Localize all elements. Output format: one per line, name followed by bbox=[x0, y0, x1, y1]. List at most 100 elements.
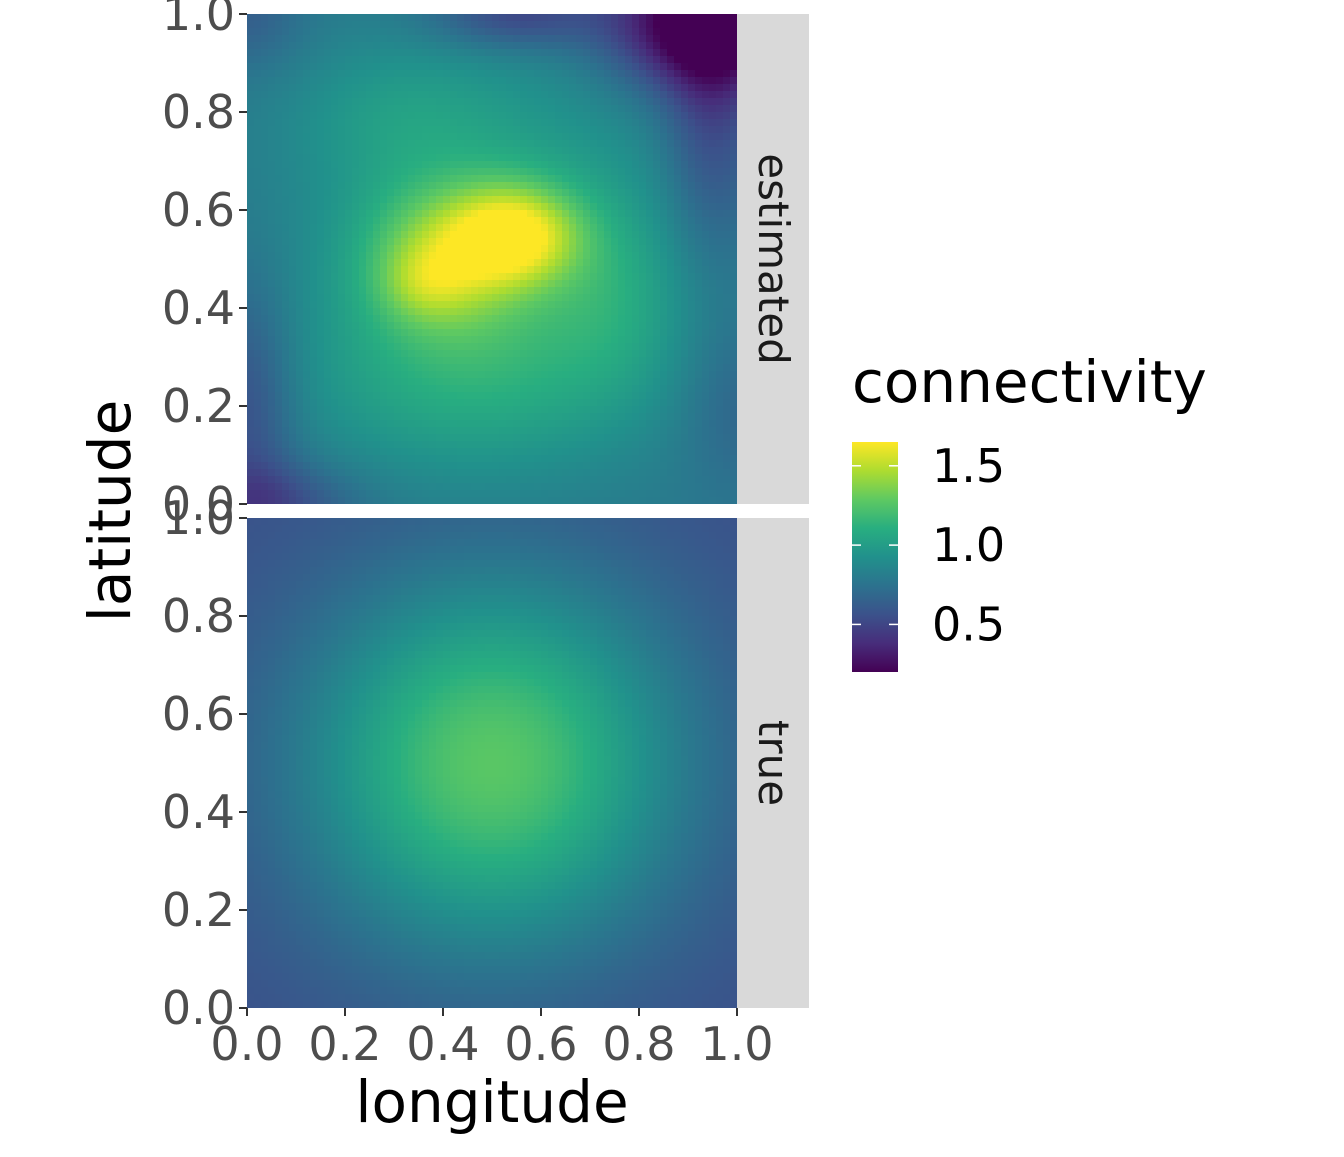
heatmap-cell bbox=[576, 476, 584, 484]
heatmap-cell bbox=[352, 196, 360, 204]
heatmap-cell bbox=[709, 196, 717, 204]
heatmap-cell bbox=[317, 112, 325, 120]
heatmap-cell bbox=[674, 63, 682, 71]
heatmap-cell bbox=[569, 126, 577, 134]
heatmap-cell bbox=[667, 210, 675, 218]
heatmap-cell bbox=[401, 476, 409, 484]
heatmap-cell bbox=[506, 308, 514, 316]
heatmap-cell bbox=[660, 140, 668, 148]
heatmap-cell bbox=[625, 231, 633, 239]
heatmap-cell bbox=[394, 35, 402, 43]
heatmap-cell bbox=[261, 182, 269, 190]
heatmap-cell bbox=[436, 119, 444, 127]
heatmap-cell bbox=[268, 399, 276, 407]
heatmap-cell bbox=[359, 273, 367, 281]
heatmap-cell bbox=[660, 378, 668, 386]
heatmap-cell bbox=[688, 294, 696, 302]
heatmap-cell bbox=[324, 210, 332, 218]
heatmap-cell bbox=[373, 210, 381, 218]
heatmap-cell bbox=[527, 490, 535, 498]
heatmap-cell bbox=[716, 91, 724, 99]
heatmap-cell bbox=[366, 224, 374, 232]
heatmap-cell bbox=[310, 161, 318, 169]
heatmap-cell bbox=[555, 301, 563, 309]
heatmap-cell bbox=[625, 301, 633, 309]
heatmap-cell bbox=[709, 294, 717, 302]
heatmap-cell bbox=[247, 161, 255, 169]
heatmap-cell bbox=[387, 56, 395, 64]
heatmap-cell bbox=[618, 357, 626, 365]
heatmap-true bbox=[247, 518, 737, 1008]
heatmap-cell bbox=[492, 63, 500, 71]
heatmap-cell bbox=[296, 322, 304, 330]
heatmap-cell bbox=[583, 308, 591, 316]
heatmap-cell bbox=[366, 434, 374, 442]
heatmap-cell bbox=[401, 196, 409, 204]
heatmap-cell bbox=[548, 119, 556, 127]
heatmap-cell bbox=[555, 161, 563, 169]
heatmap-cell bbox=[667, 224, 675, 232]
heatmap-cell bbox=[345, 315, 353, 323]
heatmap-cell bbox=[401, 14, 409, 22]
heatmap-cell bbox=[555, 273, 563, 281]
heatmap-cell bbox=[520, 252, 528, 260]
heatmap-cell bbox=[681, 238, 689, 246]
heatmap-cell bbox=[555, 294, 563, 302]
heatmap-cell bbox=[492, 434, 500, 442]
heatmap-cell bbox=[604, 308, 612, 316]
heatmap-cell bbox=[324, 35, 332, 43]
heatmap-cell bbox=[639, 91, 647, 99]
heatmap-cell bbox=[254, 567, 262, 575]
heatmap-cell bbox=[527, 420, 535, 428]
heatmap-cell bbox=[653, 448, 661, 456]
heatmap-cell bbox=[597, 175, 605, 183]
heatmap-cell bbox=[625, 203, 633, 211]
heatmap-cell bbox=[576, 231, 584, 239]
heatmap-cell bbox=[352, 28, 360, 36]
heatmap-cell bbox=[268, 280, 276, 288]
heatmap-cell bbox=[667, 490, 675, 498]
heatmap-cell bbox=[492, 196, 500, 204]
heatmap-cell bbox=[527, 56, 535, 64]
heatmap-cell bbox=[352, 441, 360, 449]
heatmap-cell bbox=[359, 266, 367, 274]
heatmap-cell bbox=[667, 336, 675, 344]
heatmap-cell bbox=[429, 413, 437, 421]
heatmap-cell bbox=[625, 308, 633, 316]
heatmap-cell bbox=[604, 168, 612, 176]
heatmap-cell bbox=[478, 105, 486, 113]
heatmap-cell bbox=[464, 441, 472, 449]
heatmap-cell bbox=[282, 168, 290, 176]
heatmap-cell bbox=[359, 308, 367, 316]
heatmap-cell bbox=[247, 217, 255, 225]
heatmap-cell bbox=[450, 70, 458, 78]
heatmap-cell bbox=[520, 63, 528, 71]
heatmap-cell bbox=[667, 35, 675, 43]
heatmap-cell bbox=[485, 84, 493, 92]
heatmap-cell bbox=[261, 364, 269, 372]
heatmap-cell bbox=[569, 224, 577, 232]
heatmap-cell bbox=[464, 378, 472, 386]
heatmap-cell bbox=[373, 154, 381, 162]
heatmap-cell bbox=[611, 77, 619, 85]
heatmap-cell bbox=[492, 392, 500, 400]
heatmap-cell bbox=[667, 385, 675, 393]
heatmap-cell bbox=[562, 455, 570, 463]
heatmap-cell bbox=[639, 203, 647, 211]
heatmap-cell bbox=[450, 350, 458, 358]
heatmap-cell bbox=[303, 238, 311, 246]
heatmap-cell bbox=[709, 49, 717, 57]
heatmap-cell bbox=[695, 35, 703, 43]
heatmap-cell bbox=[646, 420, 654, 428]
heatmap-cell bbox=[296, 63, 304, 71]
heatmap-cell bbox=[709, 133, 717, 141]
heatmap-cell bbox=[471, 84, 479, 92]
heatmap-cell bbox=[632, 280, 640, 288]
heatmap-cell bbox=[541, 84, 549, 92]
heatmap-cell bbox=[590, 21, 598, 29]
heatmap-cell bbox=[569, 105, 577, 113]
heatmap-cell bbox=[429, 91, 437, 99]
heatmap-cell bbox=[576, 35, 584, 43]
heatmap-cell bbox=[324, 308, 332, 316]
heatmap-cell bbox=[730, 287, 737, 295]
